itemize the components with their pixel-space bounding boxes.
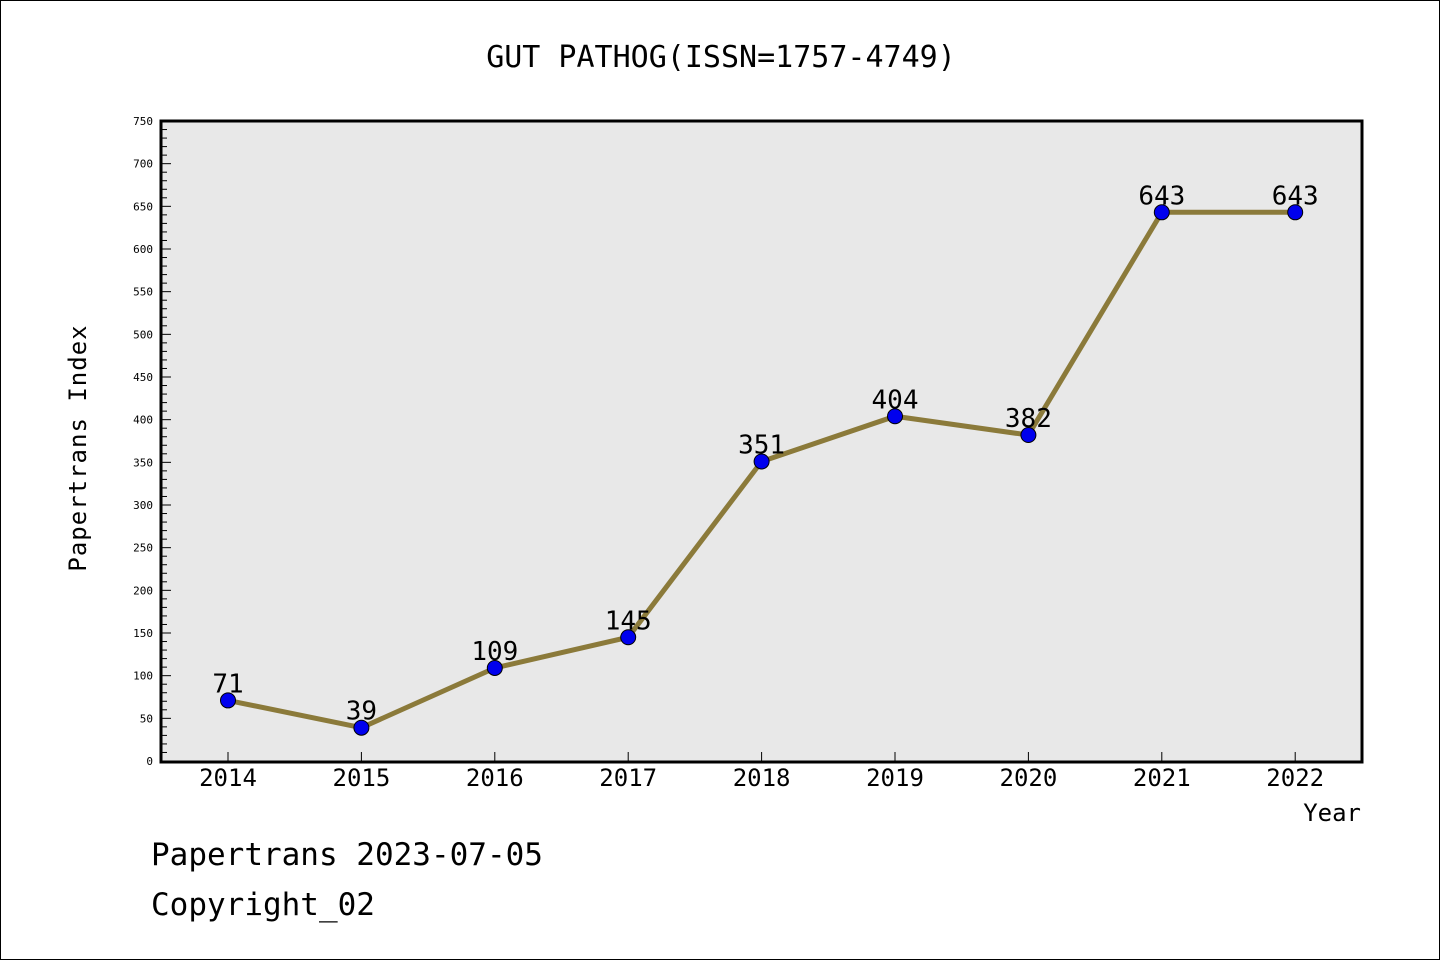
data-point [1153,204,1170,221]
x-tick-label: 2018 [733,764,791,792]
y-tick-label: 550 [133,286,153,299]
data-point [220,692,236,709]
y-axis: 0 50 100 150 200 250 300 350 400 450 500 550 600 650 7… [133,115,171,768]
data-label: 643 [1138,181,1185,211]
y-axis-label: Papertrans Index [64,324,92,571]
y-tick-label: 650 [133,200,153,213]
data-label: 643 [1272,181,1319,211]
y-tick-label: 400 [133,414,153,427]
data-label: 404 [872,385,919,415]
data-point [1020,427,1037,444]
data-label: 39 [346,697,377,727]
x-tick-label: 2014 [199,764,257,792]
data-label: 382 [1005,404,1052,434]
data-point [1287,204,1304,221]
footer-copyright: Copyright_02 [151,887,375,923]
x-tick-label: 2019 [866,764,924,792]
data-point [486,659,503,676]
y-tick-label: 200 [133,584,153,597]
y-tick-label: 450 [133,371,153,384]
chart-title: GUT PATHOG(ISSN=1757-4749) [486,40,956,75]
data-point [887,408,903,425]
data-point [753,453,770,470]
x-axis: 2014 2015 2016 2017 2018 2019 2020 2021 2022 [199,752,1324,792]
y-tick-label: 600 [133,243,153,256]
y-tick-label: 300 [133,499,153,512]
data-point [620,629,637,646]
data-label: 109 [471,637,518,667]
x-tick-label: 2015 [333,764,391,792]
x-tick-label: 2020 [1000,764,1058,792]
data-point [353,719,370,736]
data-label: 145 [605,606,652,636]
data-points [220,204,1304,736]
y-tick-label: 0 [146,755,153,768]
footer-date: Papertrans 2023-07-05 [151,837,543,873]
data-label: 351 [738,430,785,460]
y-tick-label: 50 [140,712,153,725]
data-label: 71 [212,669,243,699]
x-tick-label: 2016 [466,764,524,792]
y-tick-label: 500 [133,328,153,341]
y-tick-label: 250 [133,542,153,555]
y-tick-label: 700 [133,158,153,171]
y-tick-label: 150 [133,627,153,640]
data-labels: 71 39 109 145 351 404 382 643 643 [212,181,1318,726]
x-tick-label: 2022 [1266,764,1324,792]
y-tick-label: 350 [133,456,153,469]
x-axis-label: Year [1303,799,1361,827]
plot-area [159,119,1364,764]
y-tick-label: 750 [133,115,153,128]
y-tick-label: 100 [133,670,153,683]
x-tick-label: 2021 [1133,764,1191,792]
x-tick-label: 2017 [599,764,657,792]
